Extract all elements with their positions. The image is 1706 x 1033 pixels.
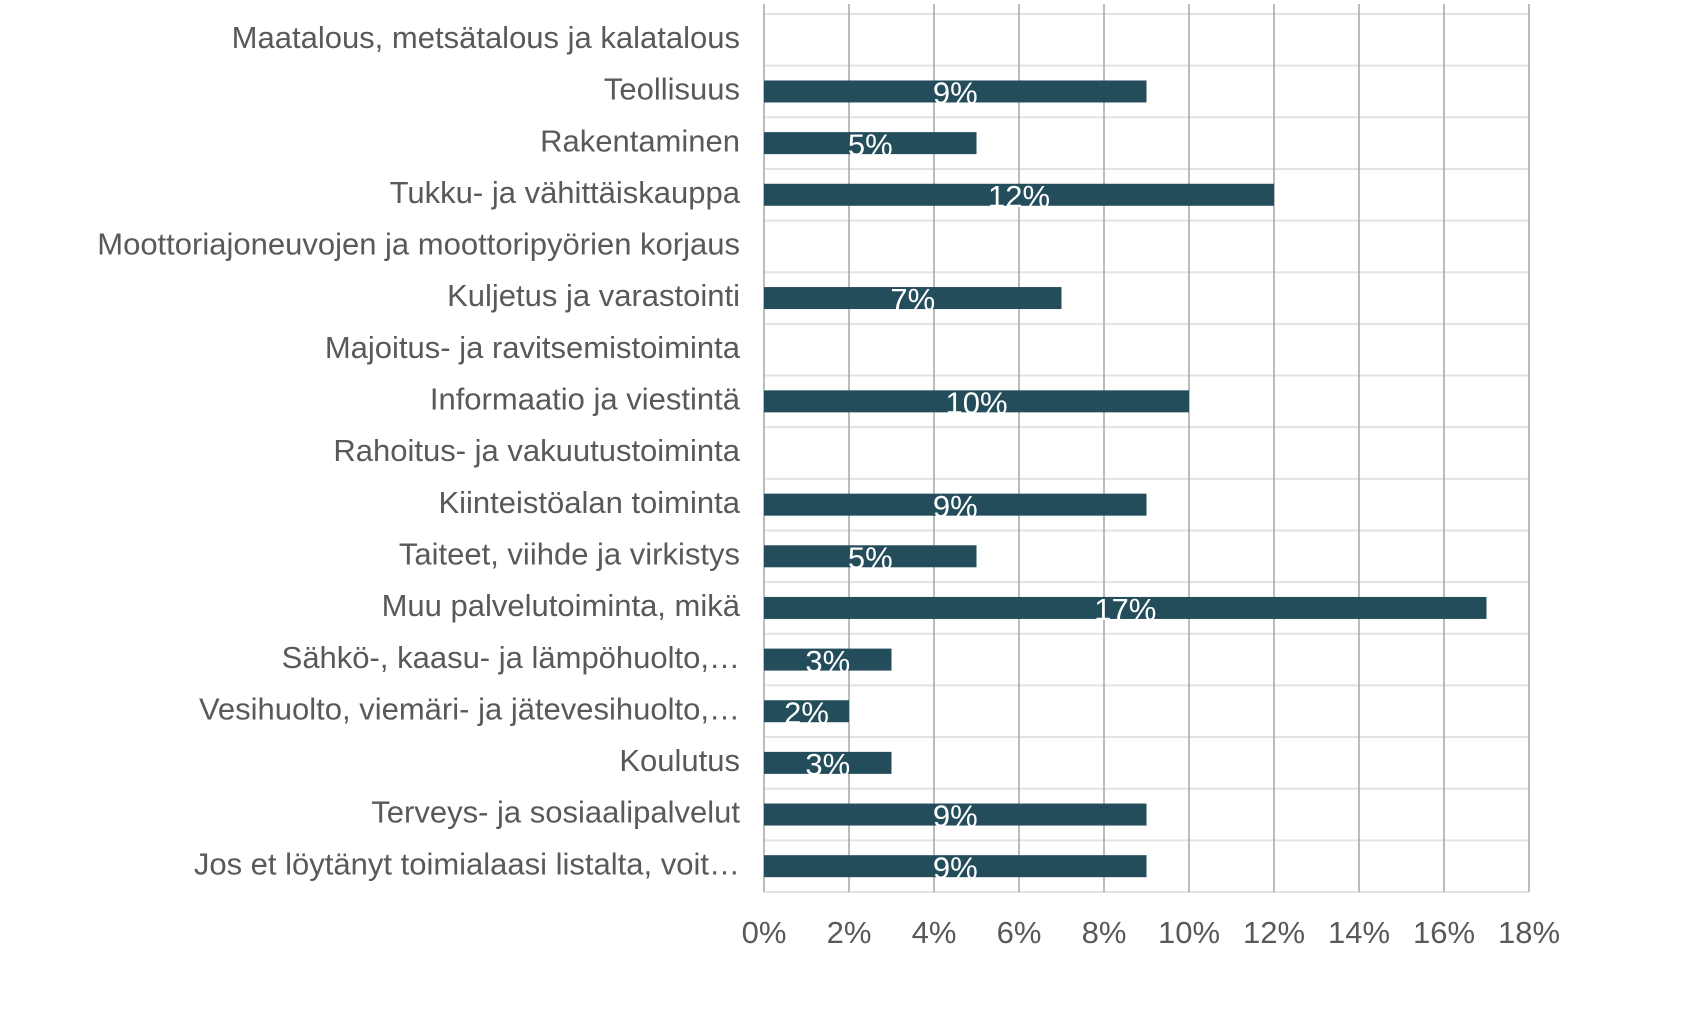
- y-tick-label: Muu palvelutoiminta, mikä: [382, 588, 741, 623]
- y-tick-label: Tukku- ja vähittäiskauppa: [390, 175, 741, 210]
- bar: [764, 803, 1147, 826]
- data-label: 5%: [848, 127, 893, 162]
- data-label: 9%: [933, 850, 978, 885]
- y-tick-label: Majoitus- ja ravitsemistoiminta: [325, 330, 741, 365]
- y-tick-label: Terveys- ja sosiaalipalvelut: [371, 795, 740, 830]
- y-tick-label: Maatalous, metsätalous ja kalatalous: [232, 20, 740, 55]
- x-tick-label: 18%: [1498, 915, 1560, 950]
- bar: [764, 80, 1147, 103]
- data-label: 3%: [805, 644, 850, 679]
- data-label: 5%: [848, 540, 893, 575]
- data-label: 17%: [1094, 592, 1156, 627]
- y-tick-label: Jos et löytänyt toimialaasi listalta, vo…: [194, 846, 740, 881]
- y-tick-label: Vesihuolto, viemäri- ja jätevesihuolto,…: [199, 691, 740, 726]
- x-tick-label: 2%: [827, 915, 872, 950]
- bar: [764, 855, 1147, 878]
- bar: [764, 183, 1274, 206]
- x-tick-label: 8%: [1082, 915, 1127, 950]
- data-label: 12%: [988, 179, 1050, 214]
- x-tick-label: 16%: [1413, 915, 1475, 950]
- y-tick-label: Rakentaminen: [540, 123, 740, 158]
- bar: [764, 648, 892, 671]
- x-tick-label: 6%: [997, 915, 1042, 950]
- y-tick-label: Teollisuus: [604, 72, 740, 107]
- y-tick-label: Koulutus: [619, 743, 740, 778]
- bar: [764, 545, 977, 568]
- data-label: 7%: [890, 282, 935, 317]
- data-label: 9%: [933, 799, 978, 834]
- data-label: 10%: [945, 386, 1007, 421]
- bar: [764, 751, 892, 774]
- bar: [764, 287, 1062, 310]
- y-tick-label: Moottoriajoneuvojen ja moottoripyörien k…: [97, 227, 740, 262]
- data-label: 9%: [933, 489, 978, 524]
- x-tick-label: 12%: [1243, 915, 1305, 950]
- y-tick-label: Rahoitus- ja vakuutustoiminta: [333, 433, 740, 468]
- data-label: 3%: [805, 747, 850, 782]
- y-tick-label: Taiteet, viihde ja virkistys: [399, 536, 740, 571]
- data-label: 9%: [933, 76, 978, 111]
- bar: [764, 596, 1487, 619]
- bar: [764, 493, 1147, 516]
- x-tick-label: 0%: [742, 915, 787, 950]
- x-tick-label: 10%: [1158, 915, 1220, 950]
- bar: [764, 132, 977, 155]
- bar: [764, 390, 1189, 413]
- y-tick-label: Kiinteistöalan toiminta: [438, 485, 740, 520]
- y-tick-label: Informaatio ja viestintä: [430, 382, 741, 417]
- x-tick-label: 4%: [912, 915, 957, 950]
- bar: [764, 700, 849, 723]
- x-tick-label: 14%: [1328, 915, 1390, 950]
- y-tick-label: Kuljetus ja varastointi: [447, 278, 740, 313]
- data-label: 2%: [784, 695, 829, 730]
- y-tick-label: Sähkö-, kaasu- ja lämpöhuolto,…: [282, 640, 740, 675]
